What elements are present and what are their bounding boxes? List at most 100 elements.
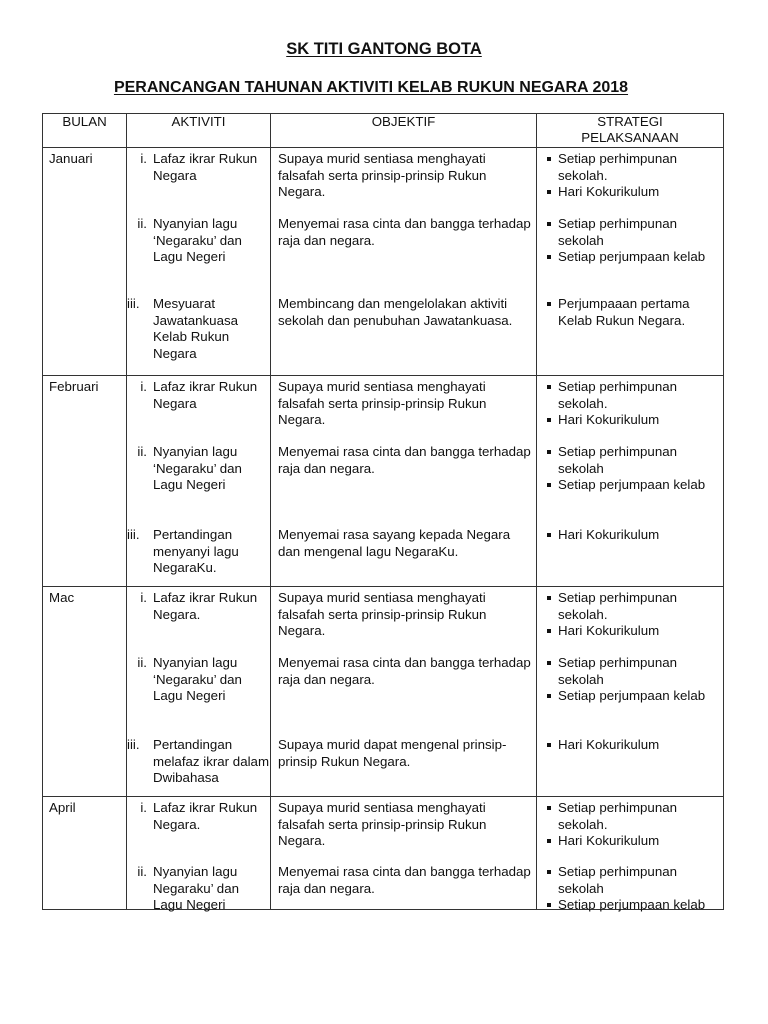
activity-number: ii.	[137, 864, 147, 879]
strategy-item: Setiap perhimpunan sekolah. Hari Kokuriku…	[537, 587, 723, 652]
activity-item: ii. Nyanyian lagu Negaraku’ dan Lagu Nege…	[127, 861, 270, 912]
activity-text: Lafaz ikrar Rukun Negara	[153, 151, 258, 183]
activity-number: ii.	[137, 216, 147, 231]
strategy-bullet: Hari Kokurikulum	[545, 527, 723, 544]
objective-item: Menyemai rasa cinta dan bangga terhadap …	[278, 216, 531, 248]
activity-item: i. Lafaz ikrar Rukun Negara	[127, 148, 270, 213]
objective-cell: Supaya murid sentiasa menghayati falsafa…	[270, 796, 537, 910]
strategy-bullet: Setiap perjumpaan kelab	[545, 897, 723, 914]
strategy-item: Hari Kokurikulum	[537, 734, 723, 796]
header-aktiviti: AKTIVITI	[126, 113, 271, 148]
strategy-list: Setiap perhimpunan sekolah Setiap perjump…	[545, 864, 723, 914]
strategy-bullet: Hari Kokurikulum	[545, 623, 723, 640]
objective-cell: Supaya murid sentiasa menghayati falsafa…	[270, 147, 537, 376]
activity-number: i.	[140, 379, 147, 394]
activity-cell: i. Lafaz ikrar Rukun Negara ii. Nyanyian la…	[126, 147, 271, 376]
activity-cell: i. Lafaz ikrar Rukun Negara. ii. Nyanyian l…	[126, 586, 271, 797]
strategy-bullet: Setiap perhimpunan sekolah	[545, 216, 723, 249]
activity-text: Lafaz ikrar Rukun Negara	[153, 379, 258, 411]
header-strategi: STRATEGI PELAKSANAAN	[536, 113, 724, 148]
strategy-list: Perjumpaaan pertama Kelab Rukun Negara.	[545, 296, 723, 329]
header-bulan: BULAN	[42, 113, 127, 148]
strategy-bullet: Perjumpaaan pertama Kelab Rukun Negara.	[545, 296, 723, 329]
strategy-bullet: Hari Kokurikulum	[545, 833, 723, 850]
activity-item: iii. Pertandingan menyanyi lagu NegaraKu.	[127, 524, 270, 586]
activity-number: iii.	[127, 737, 140, 752]
strategy-bullet: Hari Kokurikulum	[545, 737, 723, 754]
strategy-list: Setiap perhimpunan sekolah Setiap perjump…	[545, 444, 723, 494]
activity-text: Lafaz ikrar Rukun Negara.	[153, 800, 258, 832]
activity-cell: i. Lafaz ikrar Rukun Negara ii. Nyanyian la…	[126, 375, 271, 587]
activity-text: Nyanyian lagu Negaraku’ dan Lagu Negeri	[153, 864, 239, 912]
strategy-cell: Setiap perhimpunan sekolah. Hari Kokuriku…	[536, 796, 724, 912]
strategy-cell: Setiap perhimpunan sekolah. Hari Kokuriku…	[536, 147, 724, 376]
strategy-list: Setiap perhimpunan sekolah. Hari Kokuriku…	[545, 379, 723, 429]
strategy-bullet: Hari Kokurikulum	[545, 412, 723, 429]
activity-text: Nyanyian lagu ‘Negaraku’ dan Lagu Negeri	[153, 655, 242, 703]
objective-item: Supaya murid sentiasa menghayati falsafa…	[278, 151, 487, 199]
strategy-bullet: Hari Kokurikulum	[545, 184, 723, 201]
activity-item: ii. Nyanyian lagu ‘Negaraku’ dan Lagu Neg…	[127, 652, 270, 734]
strategy-item: Setiap perhimpunan sekolah Setiap perjump…	[537, 441, 723, 524]
month-cell: Mac	[42, 586, 127, 797]
objective-item: Membincang dan mengelolakan aktiviti sek…	[278, 296, 513, 328]
table-row: April i. Lafaz ikrar Rukun Negara. ii. Nyany…	[42, 796, 724, 912]
activity-text: Nyanyian lagu ‘Negaraku’ dan Lagu Negeri	[153, 216, 242, 264]
strategy-item: Hari Kokurikulum	[537, 524, 723, 586]
strategy-list: Hari Kokurikulum	[545, 737, 723, 754]
strategy-item: Setiap perhimpunan sekolah Setiap perjump…	[537, 652, 723, 734]
activity-item: iii. Pertandingan melafaz ikrar dalam Dwi…	[127, 734, 270, 796]
table-row: Februari i. Lafaz ikrar Rukun Negara ii. Nya…	[42, 375, 724, 587]
strategy-list: Setiap perhimpunan sekolah. Hari Kokuriku…	[545, 590, 723, 640]
header-objektif: OBJEKTIF	[270, 113, 537, 148]
strategy-list: Setiap perhimpunan sekolah Setiap perjump…	[545, 655, 723, 705]
strategy-bullet: Setiap perhimpunan sekolah.	[545, 151, 723, 184]
strategy-bullet: Setiap perjumpaan kelab	[545, 249, 723, 266]
objective-cell: Supaya murid sentiasa menghayati falsafa…	[270, 586, 537, 797]
activity-text: Mesyuarat Jawatankuasa Kelab Rukun Negar…	[153, 296, 239, 361]
activity-number: i.	[140, 590, 147, 605]
strategy-item: Setiap perhimpunan sekolah Setiap perjump…	[537, 213, 723, 293]
month-cell: April	[42, 796, 127, 910]
strategy-item: Setiap perhimpunan sekolah. Hari Kokuriku…	[537, 148, 723, 213]
activity-item: iii. Mesyuarat Jawatankuasa Kelab Rukun N…	[127, 293, 270, 375]
activity-text: Lafaz ikrar Rukun Negara.	[153, 590, 258, 622]
strategy-bullet: Setiap perhimpunan sekolah	[545, 864, 723, 897]
activity-text: Pertandingan melafaz ikrar dalam Dwibaha…	[153, 737, 270, 785]
objective-item: Menyemai rasa cinta dan bangga terhadap …	[278, 655, 531, 687]
activity-item: ii. Nyanyian lagu ‘Negaraku’ dan Lagu Neg…	[127, 213, 270, 293]
strategy-bullet: Setiap perhimpunan sekolah	[545, 444, 723, 477]
activity-item: i. Lafaz ikrar Rukun Negara.	[127, 587, 270, 652]
document-title: PERANCANGAN TAHUNAN AKTIVITI KELAB RUKUN…	[113, 79, 629, 96]
activity-number: i.	[140, 800, 147, 815]
activity-number: iii.	[127, 296, 140, 311]
objective-cell: Supaya murid sentiasa menghayati falsafa…	[270, 375, 537, 587]
activity-item: i. Lafaz ikrar Rukun Negara.	[127, 797, 270, 861]
strategy-item: Setiap perhimpunan sekolah Setiap perjump…	[537, 861, 723, 912]
activity-item: ii. Nyanyian lagu ‘Negaraku’ dan Lagu Neg…	[127, 441, 270, 524]
activity-text: Nyanyian lagu ‘Negaraku’ dan Lagu Negeri	[153, 444, 242, 492]
activity-number: ii.	[137, 444, 147, 459]
table-row: Mac i. Lafaz ikrar Rukun Negara. ii. Nyanyia…	[42, 586, 724, 797]
strategy-list: Hari Kokurikulum	[545, 527, 723, 544]
month-cell: Februari	[42, 375, 127, 587]
strategy-list: Setiap perhimpunan sekolah Setiap perjump…	[545, 216, 723, 266]
strategy-item: Setiap perhimpunan sekolah. Hari Kokuriku…	[537, 376, 723, 441]
objective-item: Menyemai rasa cinta dan bangga terhadap …	[278, 444, 531, 476]
activity-number: ii.	[137, 655, 147, 670]
strategy-item: Setiap perhimpunan sekolah. Hari Kokuriku…	[537, 797, 723, 861]
table-row: Januari i. Lafaz ikrar Rukun Negara ii. Nyan…	[42, 147, 724, 376]
strategy-cell: Setiap perhimpunan sekolah. Hari Kokuriku…	[536, 375, 724, 587]
objective-item: Supaya murid sentiasa menghayati falsafa…	[278, 590, 487, 638]
strategy-list: Setiap perhimpunan sekolah. Hari Kokuriku…	[545, 151, 723, 201]
strategy-bullet: Setiap perhimpunan sekolah	[545, 655, 723, 688]
objective-item: Menyemai rasa sayang kepada Negara dan m…	[278, 527, 511, 559]
activity-text: Pertandingan menyanyi lagu NegaraKu.	[153, 527, 239, 575]
objective-item: Supaya murid sentiasa menghayati falsafa…	[278, 800, 487, 848]
month-cell: Januari	[42, 147, 127, 376]
table-header-row: BULAN AKTIVITI OBJEKTIF STRATEGI PELAKSA…	[42, 113, 724, 148]
school-name: SK TITI GANTONG BOTA	[286, 40, 482, 58]
annual-plan-table: BULAN AKTIVITI OBJEKTIF STRATEGI PELAKSA…	[42, 113, 724, 912]
strategy-list: Setiap perhimpunan sekolah. Hari Kokuriku…	[545, 800, 723, 850]
objective-item: Supaya murid dapat mengenal prinsip-prin…	[278, 737, 507, 769]
